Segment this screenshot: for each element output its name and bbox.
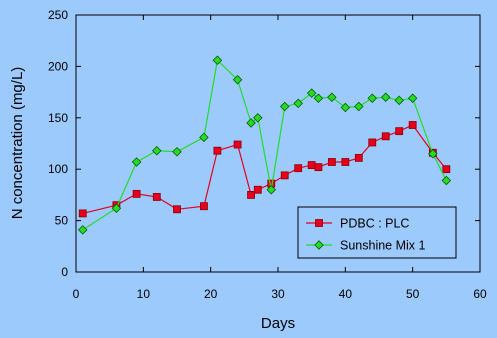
data-point <box>233 140 242 149</box>
y-tick-label: 50 <box>55 214 69 228</box>
data-point <box>313 93 324 104</box>
x-axis-label: Days <box>261 315 295 332</box>
x-tick-label: 60 <box>473 287 487 301</box>
data-point <box>394 95 404 106</box>
data-point <box>354 101 364 112</box>
x-tick-label: 50 <box>406 287 420 301</box>
data-point <box>253 185 262 194</box>
series-line <box>82 124 447 214</box>
data-point <box>132 189 141 198</box>
legend: PDBC : PLC Sunshine Mix 1 <box>297 206 457 259</box>
legend-marker <box>315 219 323 227</box>
data-point <box>246 118 256 128</box>
data-point <box>172 146 182 157</box>
data-point <box>368 138 377 147</box>
data-point <box>306 88 317 98</box>
legend-marker <box>314 240 324 250</box>
data-point <box>131 157 142 167</box>
data-point <box>294 164 303 173</box>
series-line <box>82 59 447 231</box>
series-sunshine-mix-1 <box>77 55 452 235</box>
data-point <box>408 121 417 129</box>
series-pdbc-plc <box>78 121 451 218</box>
data-point <box>212 55 223 65</box>
data-point <box>354 153 363 162</box>
x-tick-label: 40 <box>339 287 353 301</box>
data-point <box>327 158 336 166</box>
series-layer <box>77 55 452 235</box>
data-point <box>280 171 289 180</box>
data-point <box>152 193 161 201</box>
y-tick-label: 100 <box>48 162 68 176</box>
data-point <box>307 161 316 169</box>
data-point <box>232 74 243 85</box>
data-point <box>152 145 162 156</box>
x-tick-label: 20 <box>204 287 218 301</box>
y-tick-label: 0 <box>61 265 68 279</box>
data-point <box>380 92 391 103</box>
legend-label: Sunshine Mix 1 <box>340 239 426 253</box>
data-point <box>341 158 350 166</box>
y-tick-label: 200 <box>48 59 68 73</box>
data-point <box>279 101 290 112</box>
data-point <box>340 102 351 113</box>
data-point <box>213 146 222 155</box>
y-tick-label: 150 <box>48 111 68 125</box>
data-point <box>173 205 181 214</box>
y-axis-label: N concentration (mg/L) <box>9 67 26 220</box>
data-point <box>381 132 390 141</box>
legend-label: PDBC : PLC <box>340 217 409 231</box>
x-tick-label: 10 <box>137 287 151 301</box>
data-point <box>247 190 255 199</box>
data-point <box>266 184 277 195</box>
data-point <box>407 93 418 104</box>
data-point <box>441 175 452 186</box>
data-point <box>111 203 122 214</box>
data-point <box>200 202 208 211</box>
data-point <box>314 163 323 172</box>
data-point <box>428 149 438 159</box>
data-point <box>253 113 263 123</box>
data-point <box>327 92 337 103</box>
axes: 0 50 100 150 200 250 0 10 20 30 40 50 60 <box>48 8 487 301</box>
x-tick-label: 30 <box>271 287 285 301</box>
data-point <box>395 127 404 136</box>
x-tick-label: 0 <box>73 287 80 301</box>
legend-box <box>297 206 457 259</box>
data-point <box>367 93 378 104</box>
data-point <box>293 98 303 109</box>
y-tick-label: 250 <box>48 8 68 22</box>
data-point <box>442 165 451 174</box>
data-point <box>77 225 88 235</box>
data-point <box>199 132 209 143</box>
data-point <box>78 209 87 218</box>
